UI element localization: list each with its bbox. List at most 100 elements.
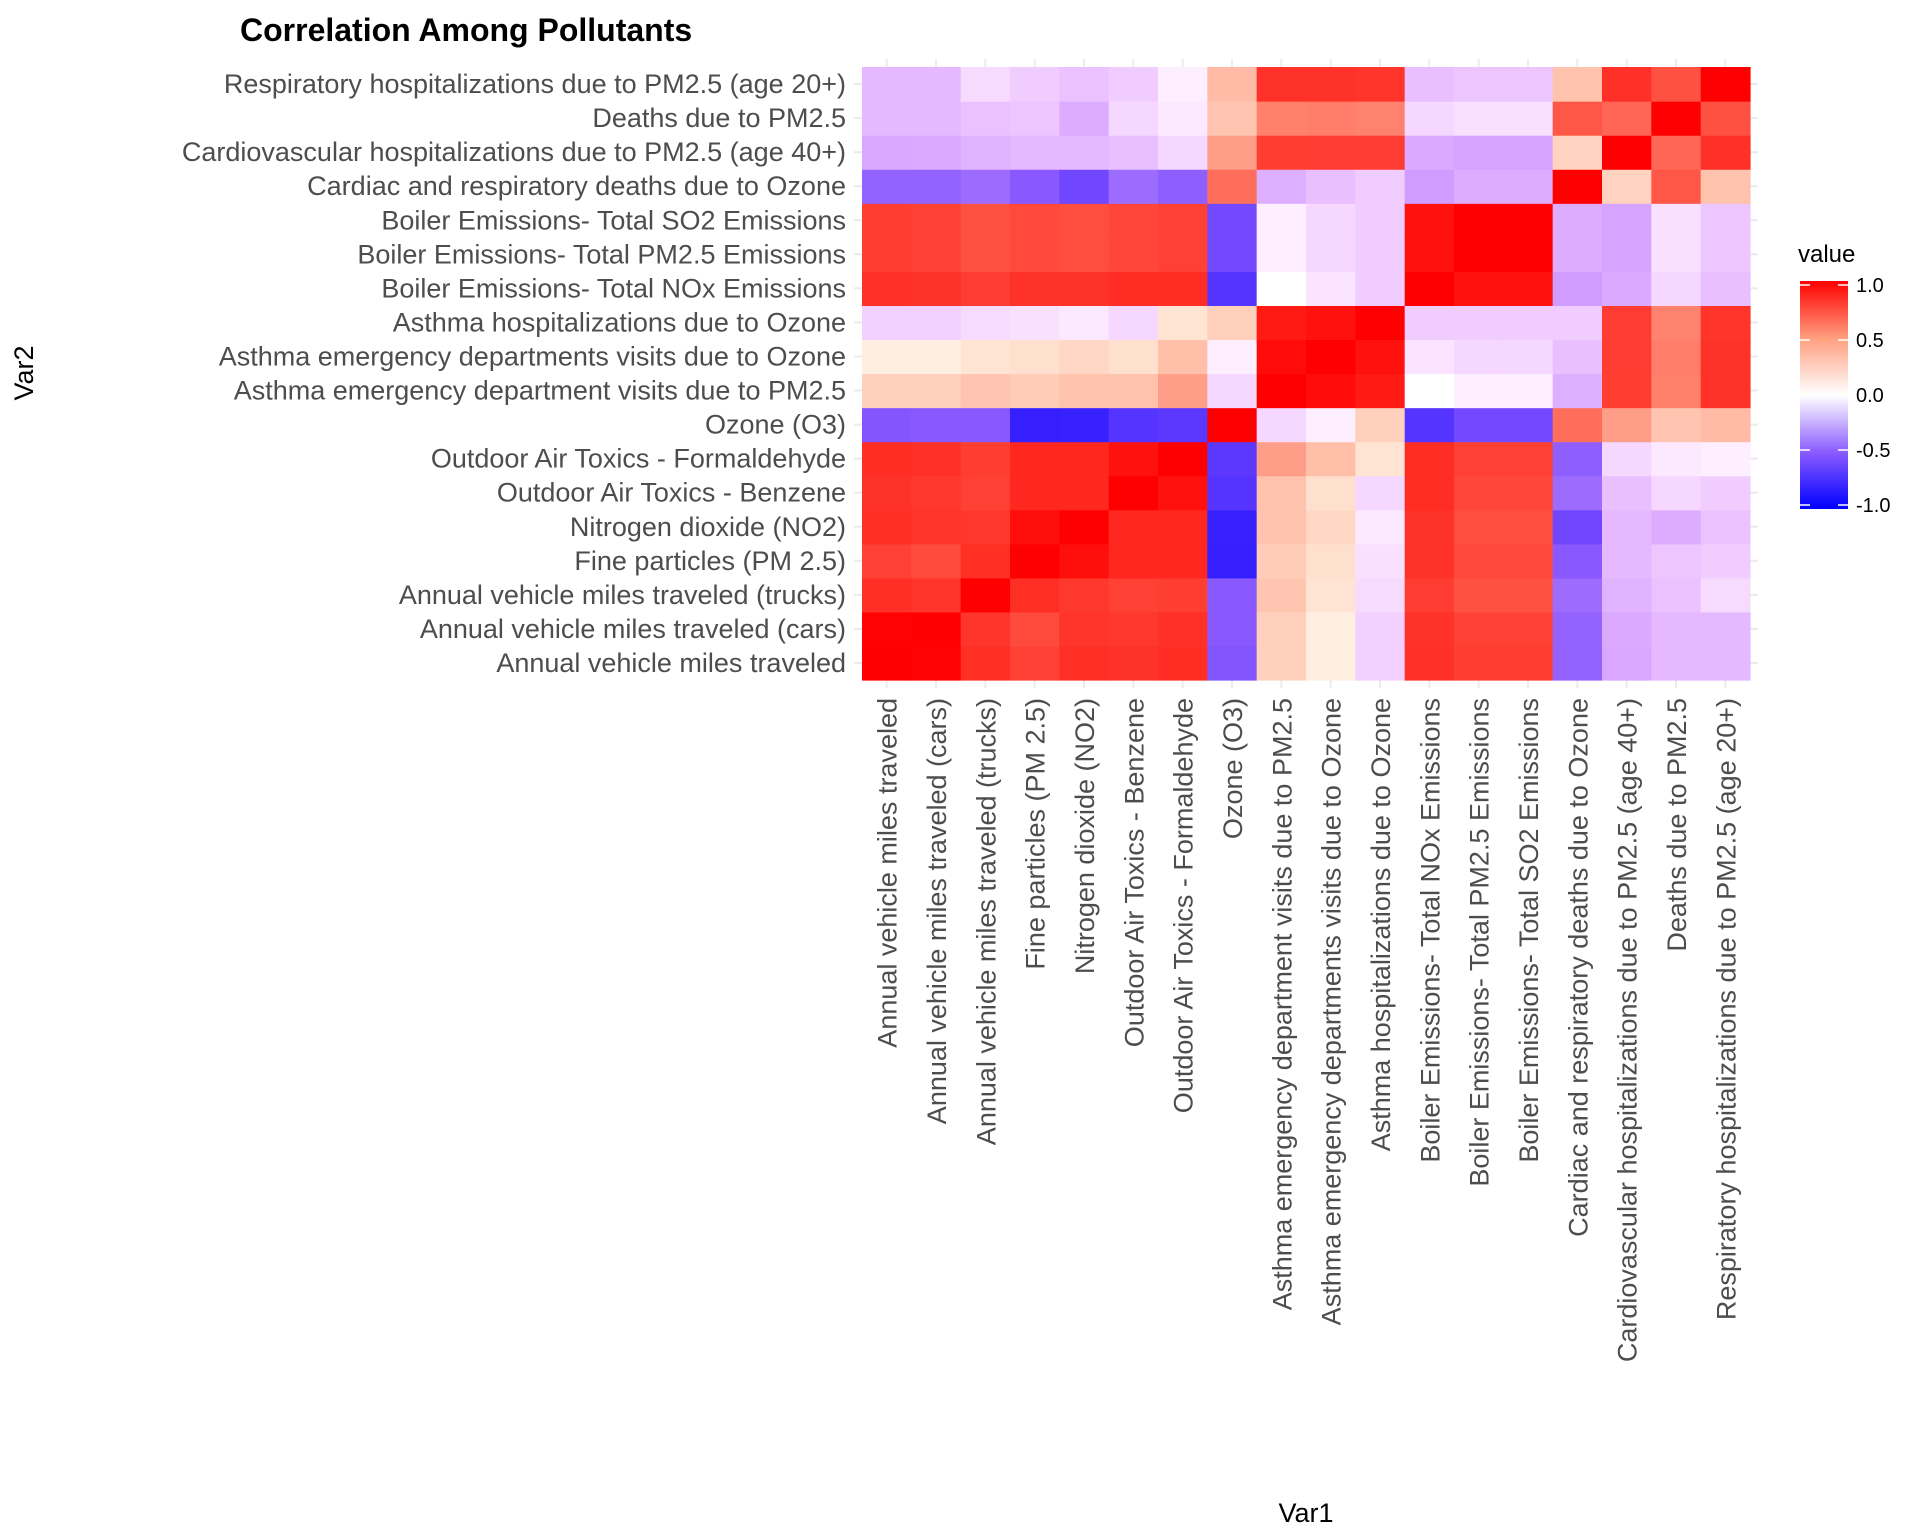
heatmap-cell [1108,407,1159,443]
heatmap-cell [1700,509,1751,545]
heatmap-cell [1602,305,1652,341]
heatmap-cell [1355,67,1406,102]
heatmap-cell [1256,373,1307,409]
heatmap-cell [1108,271,1159,306]
heatmap-cell [1503,441,1554,477]
heatmap-cell [1010,67,1060,102]
heatmap-cell [1158,475,1208,511]
heatmap-cell [1503,611,1554,647]
heatmap-cell [1010,645,1060,681]
heatmap-cell [1108,543,1159,579]
y-tick-label: Asthma emergency departments visits due … [219,342,846,372]
heatmap-cell [1256,577,1307,613]
heatmap-cell [1306,611,1356,647]
heatmap-cell [1355,577,1406,613]
heatmap-cell [1700,339,1751,375]
heatmap-cell [1158,101,1208,136]
heatmap-cell [960,407,1011,443]
heatmap-cell [1059,135,1110,170]
heatmap-cell [1404,373,1455,409]
heatmap-cell [960,203,1011,238]
heatmap-cell [1108,305,1159,341]
y-axis-title: Var2 [9,345,39,400]
heatmap-cell [1602,237,1652,272]
x-tick-label: Nitrogen dioxide (NO2) [1070,698,1100,974]
heatmap-cell [960,339,1011,375]
heatmap-cell [1552,509,1603,545]
heatmap-cell [960,475,1011,511]
heatmap-cell [1404,203,1455,238]
legend-tick-label: 1.0 [1856,275,1884,297]
heatmap-cell [1552,407,1603,443]
heatmap-cell [960,577,1011,613]
x-tick-label: Asthma emergency departments visits due … [1317,698,1347,1325]
heatmap-cell [911,101,962,136]
x-tick-label: Asthma emergency department visits due t… [1267,698,1297,1310]
heatmap-cell [1454,135,1504,170]
legend-title: value [1798,241,1855,268]
heatmap-cell [911,407,962,443]
heatmap-cell [1256,509,1307,545]
heatmap-cell [1256,203,1307,238]
heatmap-cell [1355,407,1406,443]
heatmap-cell [1552,135,1603,170]
heatmap-cell [1700,271,1751,306]
heatmap-cell [1108,237,1159,272]
heatmap-cell [960,169,1011,204]
x-tick-label: Cardiovascular hospitalizations due to P… [1613,698,1643,1362]
heatmap-cell [911,67,962,102]
heatmap-cell [1355,271,1406,306]
heatmap-cell [1059,611,1110,647]
heatmap-cell [1404,169,1455,204]
x-tick-label: Ozone (O3) [1218,698,1248,839]
heatmap-cell [1503,475,1554,511]
y-tick-label: Ozone (O3) [705,410,846,440]
heatmap-cell [862,237,912,272]
heatmap-cell [1602,543,1652,579]
heatmap-cell [1108,475,1159,511]
heatmap-cell [1552,339,1603,375]
legend-tick-label: -0.5 [1856,440,1890,462]
heatmap-cell [1651,305,1702,341]
heatmap-cell [1158,407,1208,443]
y-tick-label: Annual vehicle miles traveled (cars) [420,614,846,644]
heatmap-cell [960,305,1011,341]
heatmap-cell [1404,543,1455,579]
heatmap-cell [911,509,962,545]
heatmap-cell [1207,373,1258,409]
heatmap-cell [911,237,962,272]
heatmap-cell [1651,475,1702,511]
heatmap-cell [1256,475,1307,511]
heatmap-cell [960,67,1011,102]
x-tick-label: Boiler Emissions- Total SO2 Emissions [1514,698,1544,1163]
heatmap-cell [1256,101,1307,136]
heatmap-cell [1454,339,1504,375]
heatmap-cell [1108,441,1159,477]
heatmap-cell [960,543,1011,579]
heatmap-cell [1454,475,1504,511]
heatmap-cell [862,101,912,136]
heatmap-cell [1602,101,1652,136]
heatmap-cell [1256,407,1307,443]
heatmap-cell [1700,237,1751,272]
heatmap-cell [1355,305,1406,341]
heatmap-cell [1158,509,1208,545]
heatmap-cell [960,101,1011,136]
x-tick-label: Asthma hospitalizations due to Ozone [1366,698,1396,1151]
heatmap-cell [1158,271,1208,306]
heatmap-cell [1503,509,1554,545]
heatmap-cell [1059,645,1110,681]
heatmap-cell [1306,509,1356,545]
heatmap-cell [1207,135,1258,170]
y-tick-label: Respiratory hospitalizations due to PM2.… [224,69,846,99]
heatmap-cell [960,373,1011,409]
heatmap-cell [1256,237,1307,272]
heatmap-cell [1010,169,1060,204]
heatmap-cell [1355,611,1406,647]
heatmap-cell [1256,611,1307,647]
heatmap-cell [1355,475,1406,511]
heatmap-cell [1404,645,1455,681]
heatmap-cell [1503,339,1554,375]
x-tick-label: Fine particles (PM 2.5) [1021,698,1051,970]
heatmap-cell [1256,645,1307,681]
